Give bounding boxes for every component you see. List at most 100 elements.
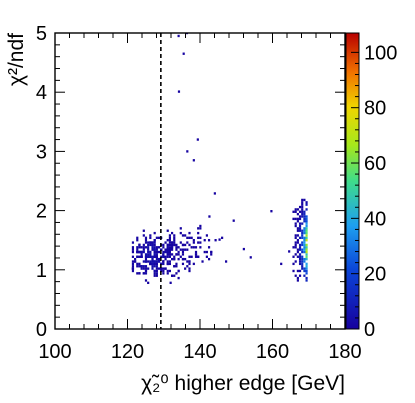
heatmap-cell xyxy=(303,267,306,270)
heatmap-cell xyxy=(305,272,308,275)
heatmap-cell xyxy=(153,231,156,235)
heatmap-cell xyxy=(294,246,297,249)
heatmap-cell xyxy=(303,241,306,244)
heatmap-cell xyxy=(294,274,297,277)
heatmap-cell xyxy=(296,220,299,223)
heatmap-cell xyxy=(182,52,185,55)
heatmap-cell xyxy=(171,257,174,261)
heatmap-cell xyxy=(175,262,178,266)
heatmap-cell xyxy=(249,256,252,259)
heatmap-cell xyxy=(301,229,304,232)
heatmap-cell xyxy=(168,243,171,247)
heatmap-cell xyxy=(197,241,200,244)
heatmap-cell xyxy=(144,253,148,256)
heatmap-cell xyxy=(294,253,297,256)
heatmap-cell xyxy=(168,241,171,244)
heatmap-cell xyxy=(151,243,154,247)
heatmap-cell xyxy=(296,229,299,232)
heatmap-cell xyxy=(131,269,135,273)
heatmap-cell xyxy=(155,248,158,251)
heatmap-cell xyxy=(157,257,161,261)
heatmap-cell xyxy=(151,257,154,261)
heatmap-cell xyxy=(201,260,204,263)
heatmap-cell xyxy=(136,255,139,258)
heatmap-cell xyxy=(166,253,169,256)
heatmap-cell xyxy=(177,246,180,249)
heatmap-cell xyxy=(155,272,158,275)
heatmap-cell xyxy=(175,243,178,247)
heatmap-cell xyxy=(305,220,308,223)
heatmap-cell xyxy=(157,250,161,254)
heatmap-cell xyxy=(171,274,174,277)
heatmap-cell xyxy=(296,269,299,273)
heatmap-cell xyxy=(303,236,306,240)
z-tick-label: 20 xyxy=(364,264,386,286)
heatmap-cell xyxy=(144,255,148,258)
heatmap-cell xyxy=(164,250,167,254)
heatmap-cell xyxy=(294,222,297,225)
heatmap-cell xyxy=(138,262,141,266)
heatmap-cell xyxy=(138,272,141,275)
heatmap-cell xyxy=(197,227,200,230)
heatmap-cell xyxy=(303,217,306,221)
heatmap-cell xyxy=(301,241,304,244)
heatmap-cell xyxy=(179,255,182,258)
heatmap-cell xyxy=(177,253,180,256)
heatmap-cell xyxy=(305,262,308,266)
heatmap-cell xyxy=(190,236,193,240)
heatmap-cell xyxy=(296,212,299,216)
heatmap-cell xyxy=(138,265,141,268)
heatmap-cell xyxy=(303,210,306,213)
heatmap-cell xyxy=(197,236,200,240)
heatmap-cell xyxy=(131,265,135,268)
heatmap-cell xyxy=(134,260,137,263)
heatmap-cell xyxy=(225,260,228,263)
heatmap-cell xyxy=(155,262,158,266)
heatmap-cell xyxy=(305,229,308,232)
heatmap-cell xyxy=(186,236,189,240)
heatmap-cell xyxy=(292,269,295,273)
heatmap-cell xyxy=(168,269,171,273)
heatmap-cell xyxy=(153,248,156,251)
heatmap-cell xyxy=(162,255,165,258)
heatmap-cell xyxy=(153,255,156,258)
heatmap-cell xyxy=(142,267,145,270)
heatmap-cell xyxy=(173,255,176,258)
heatmap-cell xyxy=(305,217,308,221)
heatmap-cell xyxy=(142,248,145,251)
heatmap-cell xyxy=(134,257,137,261)
heatmap-cell xyxy=(303,246,306,249)
heatmap-cell xyxy=(142,265,145,268)
heatmap-cell xyxy=(153,260,156,263)
heatmap-cell xyxy=(296,208,299,211)
heatmap-cell xyxy=(175,272,178,275)
heatmap-cell xyxy=(162,272,165,275)
heatmap-cell xyxy=(144,267,148,270)
heatmap-cell xyxy=(144,269,148,273)
heatmap-cell xyxy=(155,265,158,268)
heatmap-cell xyxy=(164,248,167,251)
y-tick-label: 2 xyxy=(36,201,47,223)
heatmap-cell xyxy=(298,217,302,221)
heatmap-cell xyxy=(166,248,169,251)
heatmap-cell xyxy=(171,246,174,249)
heatmap-cell xyxy=(151,260,154,263)
heatmap-cell xyxy=(147,246,150,249)
heatmap-cell xyxy=(298,224,302,228)
heatmap-cell xyxy=(305,248,308,251)
heatmap-cell xyxy=(160,262,163,266)
heatmap-cell xyxy=(151,255,154,258)
heatmap-cell xyxy=(162,243,165,247)
heatmap-cell xyxy=(166,262,169,266)
heatmap-cell xyxy=(298,229,302,232)
heatmap-cell xyxy=(147,250,150,254)
heatmap-cell xyxy=(270,210,273,213)
heatmap-cell xyxy=(298,205,302,209)
z-tick-label: 60 xyxy=(364,153,386,175)
heatmap-cell xyxy=(298,257,302,261)
heatmap-cell xyxy=(153,262,156,266)
heatmap-cell xyxy=(305,267,308,270)
heatmap-cell xyxy=(301,203,304,206)
heatmap-cell xyxy=(305,253,308,256)
heatmap-cell xyxy=(155,267,158,270)
